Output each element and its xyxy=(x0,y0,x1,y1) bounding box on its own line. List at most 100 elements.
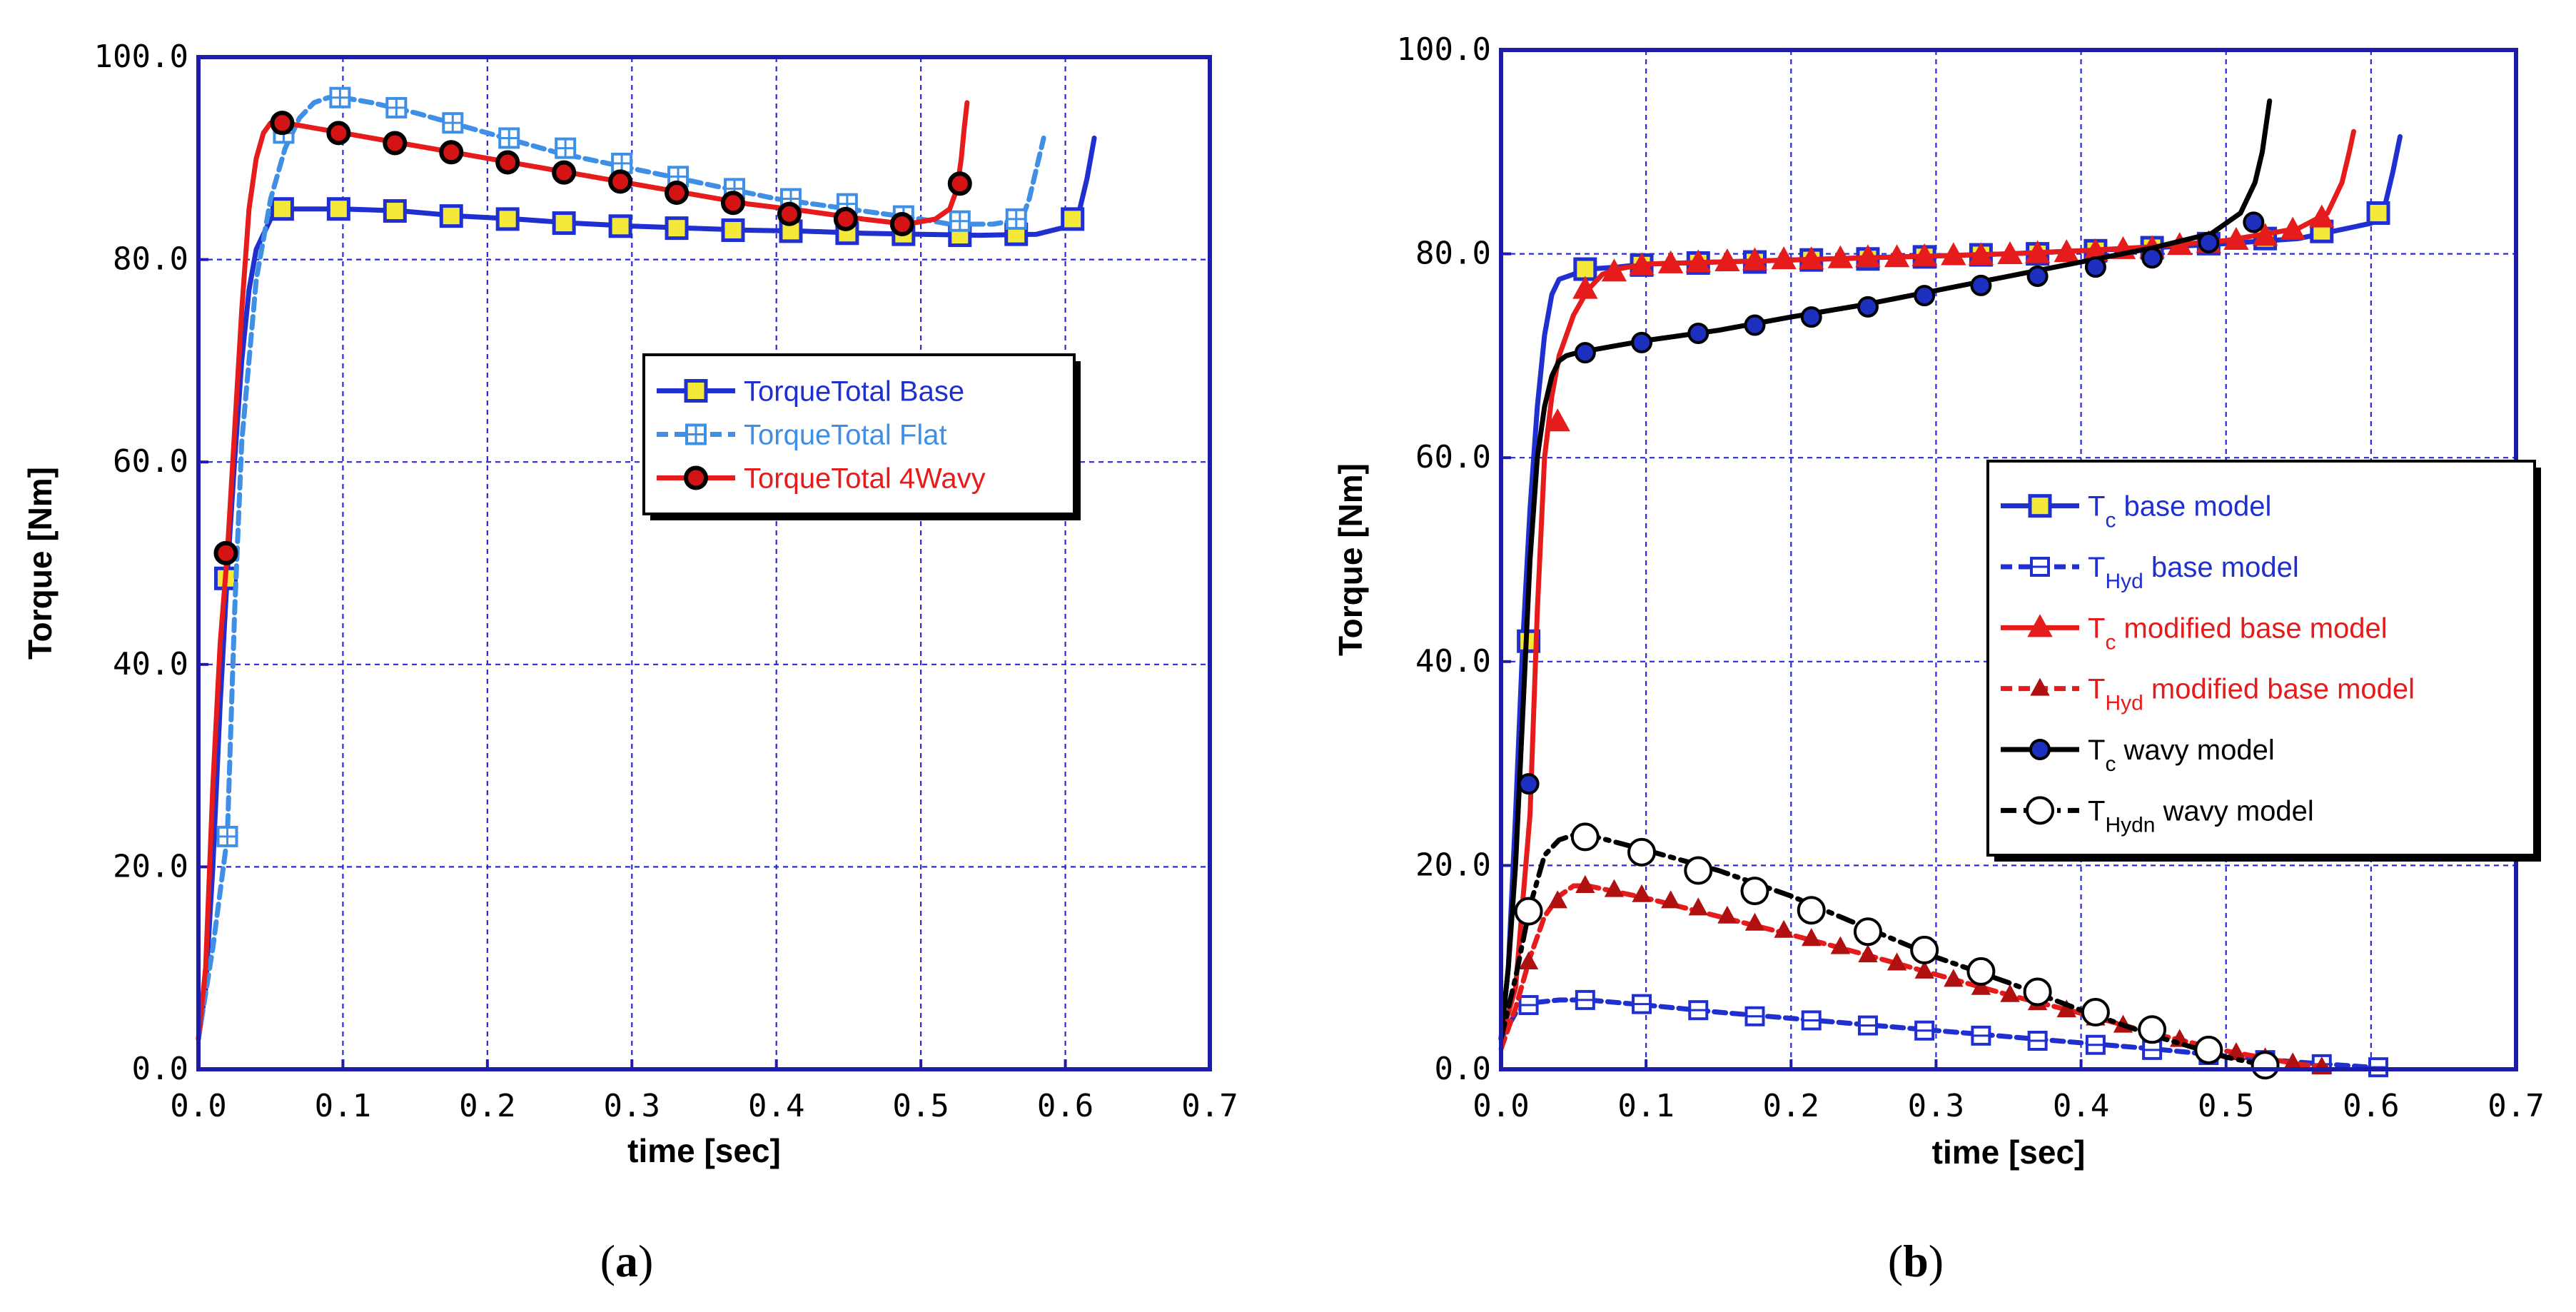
data-point xyxy=(2194,1035,2223,1064)
data-point xyxy=(1968,242,1994,266)
x-tick-label: 0.1 xyxy=(315,1088,371,1124)
chart-b: 0.0 0.1 0.2 0.3 0.4 0.5 0.6 0.7 0.0 20.0 40.0 60.0 8… xyxy=(1332,31,2545,1286)
legend-label-rest: wavy model xyxy=(2155,795,2313,827)
data-point xyxy=(1911,243,1937,266)
data-point xyxy=(2085,1034,2106,1055)
chart-a-caption: (a) xyxy=(600,1236,654,1286)
data-point xyxy=(777,201,802,226)
legend-label-subscript: c xyxy=(2105,509,2116,533)
legend-label-main: T xyxy=(2088,612,2105,644)
legend-label: Tc modified base model xyxy=(2088,612,2388,654)
data-point xyxy=(1717,905,1737,924)
data-point xyxy=(665,216,689,241)
legend-label-main: T xyxy=(2088,491,2105,523)
legend-item: THyd base model xyxy=(2001,552,2299,593)
chart-a-legend: TorqueTotal Base TorqueTotal Flat TorqueTo… xyxy=(642,353,1081,520)
series-torquetotal-4wavy xyxy=(196,100,972,1041)
data-point xyxy=(1601,258,1627,282)
chart-b-caption-letter: b xyxy=(1903,1236,1929,1286)
legend-label: TorqueTotal Flat xyxy=(744,420,947,451)
chart-a-x-axis-title: time [sec] xyxy=(627,1132,781,1169)
series-line xyxy=(196,135,1097,1041)
data-point xyxy=(1744,314,1766,336)
x-tick-label: 0.0 xyxy=(1473,1088,1529,1124)
data-point xyxy=(1914,960,1934,979)
data-point xyxy=(2138,1015,2167,1044)
data-point xyxy=(1886,952,1907,971)
legend-label: Tc wavy model xyxy=(2088,735,2275,776)
data-point xyxy=(1910,935,1939,964)
data-point xyxy=(552,160,577,185)
data-point xyxy=(1853,917,1882,947)
data-point xyxy=(1517,773,1540,795)
data-point xyxy=(1744,1006,1765,1026)
series-t-hydn-wavy-model xyxy=(1498,822,2280,1080)
legend-label-main: T xyxy=(2088,552,2105,583)
data-point xyxy=(2024,240,2051,263)
chart-a-y-axis-title: Torque [Nm] xyxy=(21,467,59,660)
legend-label-main: T xyxy=(2088,735,2105,766)
legend-label-subscript: Hydn xyxy=(2105,813,2155,837)
data-point xyxy=(1801,1010,1822,1031)
y-tick-label: 20.0 xyxy=(113,848,188,884)
data-point xyxy=(1802,928,1822,947)
data-point xyxy=(1688,897,1708,916)
chart-a-grid xyxy=(198,57,1210,1069)
data-point xyxy=(2054,239,2079,263)
data-point xyxy=(1545,408,1570,432)
data-point xyxy=(1799,246,1824,270)
legend-label: Tc base model xyxy=(2088,491,2271,533)
data-point xyxy=(1914,1020,1935,1041)
legend-marker xyxy=(2030,677,2050,696)
data-point xyxy=(383,131,408,156)
legend-label-subscript: c xyxy=(2105,630,2116,654)
data-point xyxy=(1944,969,1964,987)
legend-label-rest: base model xyxy=(2116,491,2271,523)
legend-marker xyxy=(684,379,708,403)
data-point xyxy=(1685,249,1711,273)
data-point xyxy=(552,211,576,236)
x-tick-label: 0.5 xyxy=(892,1088,949,1124)
legend-label-subscript: Hyd xyxy=(2105,692,2143,715)
data-point xyxy=(1914,285,1936,307)
data-point xyxy=(329,86,351,109)
legend-marker xyxy=(2027,614,2053,637)
data-point xyxy=(608,169,633,194)
chart-b-x-axis-title: time [sec] xyxy=(1932,1134,2086,1171)
data-point xyxy=(2023,977,2052,1006)
legend-label-main: T xyxy=(2088,674,2105,705)
data-point xyxy=(1997,241,2023,265)
data-point xyxy=(1941,242,1966,266)
data-point xyxy=(1797,896,1826,925)
data-point xyxy=(1572,276,1598,299)
series-line xyxy=(196,100,970,1041)
chart-b-y-axis-title: Torque [Nm] xyxy=(1332,463,1369,656)
x-tick-label: 0.7 xyxy=(2487,1088,2544,1124)
legend-item: THydn wavy model xyxy=(2001,795,2314,837)
x-tick-label: 0.4 xyxy=(748,1088,804,1124)
data-point xyxy=(495,207,520,231)
chart-b-series xyxy=(1498,98,2403,1080)
data-point xyxy=(2309,204,2335,228)
data-point xyxy=(439,204,463,228)
legend-label-rest: modified base model xyxy=(2143,674,2415,705)
legend-label: THyd base model xyxy=(2088,552,2299,593)
data-point xyxy=(383,199,407,223)
data-point xyxy=(326,197,350,221)
data-point xyxy=(1629,252,1655,276)
data-point xyxy=(2081,998,2110,1027)
y-tick-label: 0.0 xyxy=(1435,1051,1491,1087)
data-point xyxy=(1966,957,1996,986)
data-point xyxy=(1684,856,1713,885)
chart-a: 0.0 0.1 0.2 0.3 0.4 0.5 0.6 0.7 0.0 20.0 40.0 60.0 8… xyxy=(21,39,1238,1286)
legend-label-rest: modified base model xyxy=(2116,612,2387,644)
data-point xyxy=(1687,322,1709,344)
x-tick-label: 0.3 xyxy=(604,1088,660,1124)
y-tick-label: 80.0 xyxy=(1415,236,1491,272)
data-point xyxy=(889,211,914,236)
data-point xyxy=(1575,989,1595,1010)
data-point xyxy=(1884,244,1910,268)
y-tick-label: 80.0 xyxy=(113,241,188,278)
